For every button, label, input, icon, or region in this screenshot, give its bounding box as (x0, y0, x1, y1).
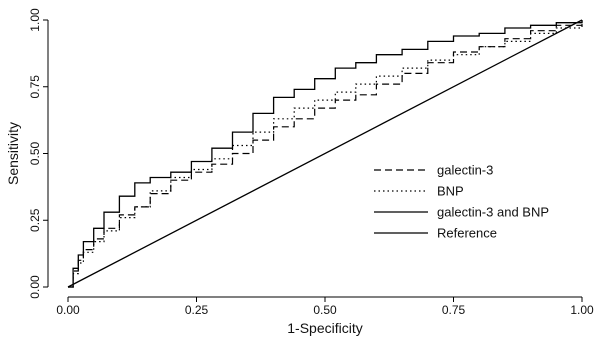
legend: galectin-3 BNP galectin-3 and BNP Reference (374, 163, 549, 241)
x-tick-label: 1.00 (570, 303, 594, 317)
legend-label: BNP (437, 184, 464, 199)
x-tick-label: 0.25 (185, 303, 209, 317)
y-ticks: 0.00 0.25 0.50 0.75 1.00 (28, 8, 48, 299)
x-tick-label: 0.50 (313, 303, 337, 317)
series-line-2 (68, 20, 583, 288)
y-tick-label: 0.50 (28, 141, 42, 165)
series-line-4 (67, 19, 583, 288)
y-axis-label: Sensitivity (5, 122, 21, 185)
y-tick-label: 0.00 (28, 275, 42, 299)
legend-label: galectin-3 (437, 163, 493, 178)
y-tick-label: 1.00 (28, 8, 42, 32)
x-axis-label: 1-Specificity (287, 320, 362, 336)
x-tick-label: 0.00 (56, 303, 80, 317)
legend-label: Reference (437, 226, 497, 241)
series-line-1 (68, 20, 583, 288)
series-line-3 (68, 20, 583, 288)
series-lines (67, 19, 583, 288)
x-tick-label: 0.75 (442, 303, 466, 317)
y-tick-label: 0.25 (28, 208, 42, 232)
x-ticks: 0.00 0.25 0.50 0.75 1.00 (56, 297, 594, 317)
legend-label: galectin-3 and BNP (437, 205, 549, 220)
y-tick-label: 0.75 (28, 75, 42, 99)
